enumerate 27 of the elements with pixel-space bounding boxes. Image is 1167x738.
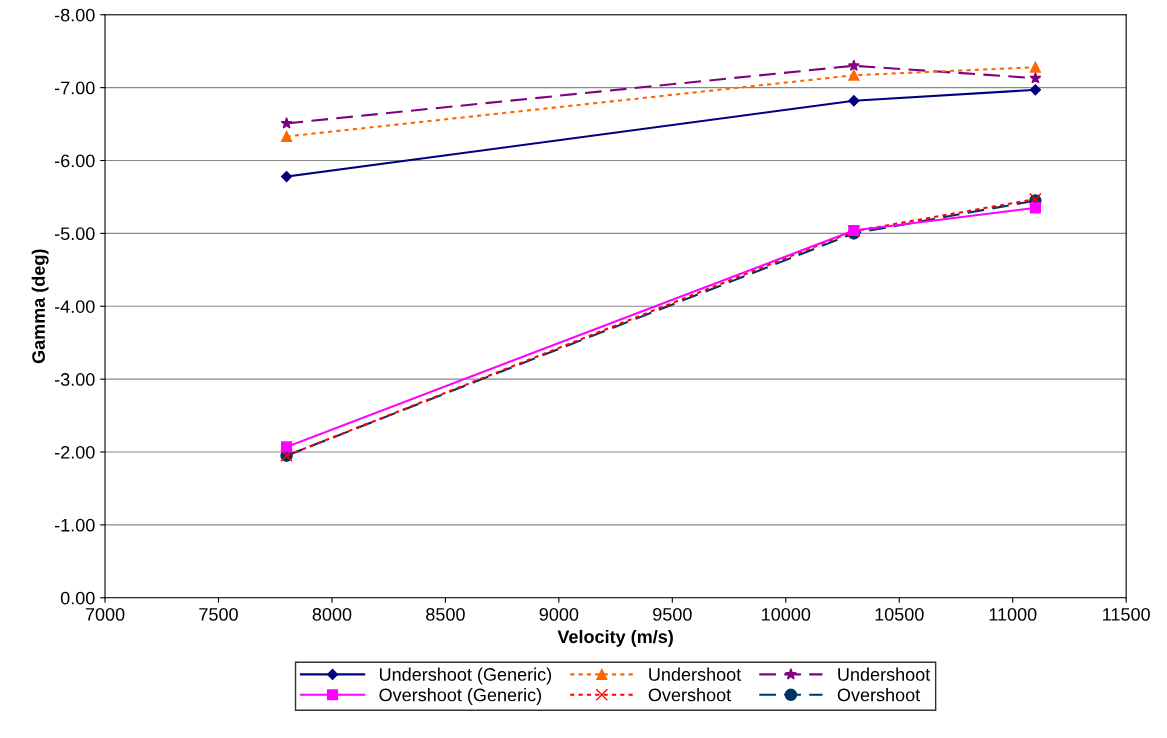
x-axis-title: Velocity (m/s) bbox=[557, 629, 673, 647]
y-tick-label: -7.00 bbox=[54, 81, 95, 95]
legend-label: Undershoot bbox=[649, 667, 742, 681]
x-tick-label: 10000 bbox=[762, 607, 811, 621]
legend-label: Overshoot bbox=[648, 688, 732, 702]
y-tick-label: 0.00 bbox=[60, 591, 95, 605]
x-tick-label: 8500 bbox=[426, 607, 465, 621]
x-tick-label: 9500 bbox=[653, 607, 692, 621]
y-tick-label: -4.00 bbox=[54, 300, 95, 313]
x-tick-label: 11500 bbox=[1103, 607, 1150, 621]
x-tick-label: 7500 bbox=[199, 607, 238, 621]
y-tick-label: -1.00 bbox=[54, 518, 95, 532]
x-tick-label: 10500 bbox=[875, 607, 924, 621]
x-tick-label: 8000 bbox=[312, 607, 352, 621]
y-tick-label: -5.00 bbox=[54, 227, 95, 241]
x-tick-label: 9000 bbox=[539, 607, 579, 621]
y-tick-label: -2.00 bbox=[54, 445, 95, 459]
legend-label: Undershoot (Generic) bbox=[379, 667, 552, 685]
y-tick-label: -3.00 bbox=[54, 373, 95, 386]
y-tick-label: -6.00 bbox=[54, 154, 95, 168]
y-axis-title: Gamma (deg) bbox=[31, 249, 49, 364]
x-tick-label: 7000 bbox=[85, 607, 125, 621]
legend-label: Overshoot bbox=[837, 688, 921, 702]
legend-label: Overshoot (Generic) bbox=[379, 688, 542, 705]
x-tick-label: 11000 bbox=[989, 607, 1037, 621]
legend-label: Undershoot bbox=[838, 667, 931, 681]
y-tick-label: -8.00 bbox=[54, 8, 95, 22]
